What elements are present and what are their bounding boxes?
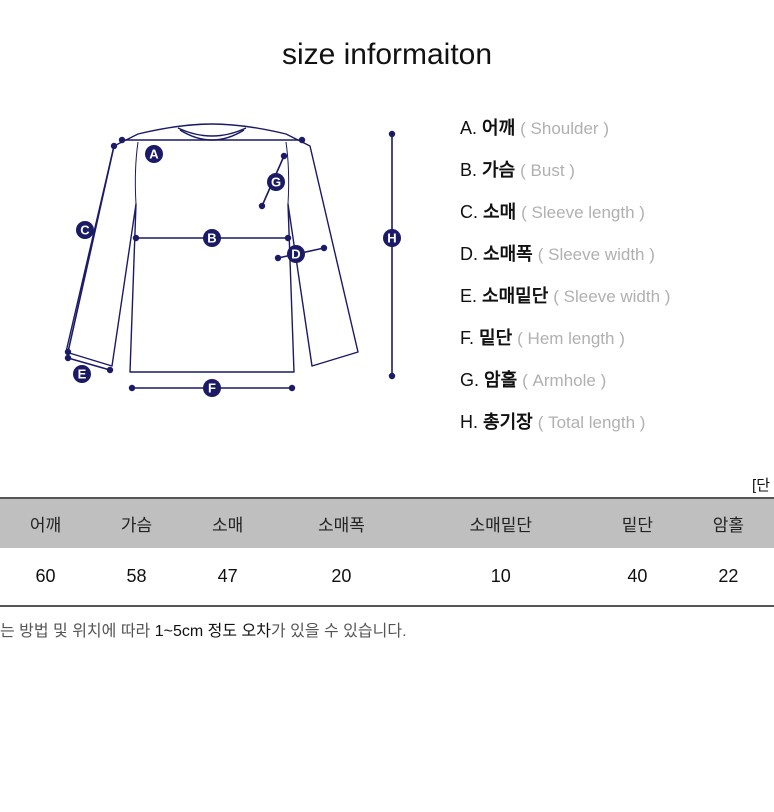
table-cell: 10: [410, 548, 592, 606]
size-table: 어깨가슴소매소매폭소매밑단밑단암홀 60584720104022: [0, 497, 774, 607]
svg-text:H: H: [387, 231, 396, 246]
svg-text:B: B: [207, 231, 216, 246]
table-header: 밑단: [592, 498, 683, 548]
svg-text:C: C: [80, 223, 90, 238]
svg-text:A: A: [149, 147, 159, 162]
table-header: 가슴: [91, 498, 182, 548]
table-header: 소매: [182, 498, 273, 548]
legend-row: F. 밑단 ( Hem length ): [460, 324, 670, 350]
table-header: 암홀: [683, 498, 774, 548]
measurement-note: 는 방법 및 위치에 따라 1~5cm 정도 오차가 있을 수 있습니다.: [0, 607, 774, 641]
svg-text:D: D: [291, 247, 300, 262]
unit-label: [단: [0, 474, 774, 495]
legend-row: D. 소매폭 ( Sleeve width ): [460, 240, 670, 266]
legend-row: G. 암홀 ( Armhole ): [460, 366, 670, 392]
table-cell: 20: [273, 548, 410, 606]
legend-row: C. 소매 ( Sleeve length ): [460, 198, 670, 224]
table-header: 소매폭: [273, 498, 410, 548]
legend-row: E. 소매밑단 ( Sleeve width ): [460, 282, 670, 308]
svg-text:F: F: [208, 381, 216, 396]
garment-diagram: A B C D E F G H: [40, 100, 440, 430]
table-header: 어깨: [0, 498, 91, 548]
table-header: 소매밑단: [410, 498, 592, 548]
page-title: size informaiton: [0, 38, 774, 72]
table-cell: 22: [683, 548, 774, 606]
svg-text:G: G: [271, 175, 281, 190]
legend-row: H. 총기장 ( Total length ): [460, 408, 670, 434]
table-cell: 58: [91, 548, 182, 606]
svg-text:E: E: [78, 367, 87, 382]
table-cell: 60: [0, 548, 91, 606]
table-cell: 40: [592, 548, 683, 606]
mid-section: A B C D E F G H A. 어깨 ( Shoulder ) B. 가슴 ( Bust …: [0, 100, 774, 450]
legend-row: B. 가슴 ( Bust ): [460, 156, 670, 182]
table-cell: 47: [182, 548, 273, 606]
legend: A. 어깨 ( Shoulder ) B. 가슴 ( Bust ) C. 소매 ( …: [440, 100, 670, 450]
legend-row: A. 어깨 ( Shoulder ): [460, 114, 670, 140]
